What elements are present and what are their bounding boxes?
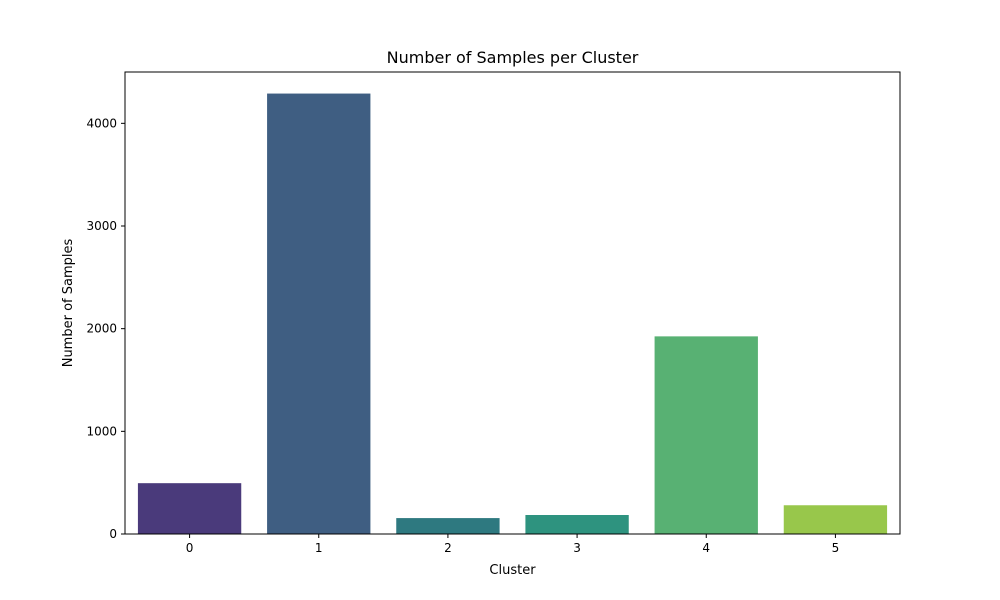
x-axis-ticks: 0 1 2 3 4 5: [186, 534, 839, 555]
y-tick-label: 2000: [86, 322, 117, 336]
y-axis-ticks: 0 1000 2000 3000 4000: [86, 116, 125, 541]
x-tick-label: 1: [315, 541, 323, 555]
y-tick-label: 0: [109, 527, 117, 541]
bar-cluster-0: [137, 483, 242, 534]
y-tick-label: 3000: [86, 219, 117, 233]
y-tick-label: 4000: [86, 116, 117, 130]
bars-group: [137, 93, 888, 534]
x-tick-label: 0: [186, 541, 194, 555]
x-tick-label: 2: [444, 541, 452, 555]
x-tick-label: 4: [702, 541, 710, 555]
y-tick-label: 1000: [86, 424, 117, 438]
bar-cluster-1: [267, 93, 371, 534]
chart-title: Number of Samples per Cluster: [387, 48, 639, 67]
bar-cluster-5: [783, 505, 888, 534]
bar-cluster-2: [396, 518, 500, 534]
y-axis-label: Number of Samples: [61, 239, 76, 368]
x-axis-label: Cluster: [489, 563, 536, 578]
bar-cluster-3: [525, 515, 629, 534]
bar-cluster-4: [654, 336, 758, 534]
plot-frame: [124, 71, 901, 535]
x-tick-label: 5: [832, 541, 840, 555]
x-tick-label: 3: [573, 541, 581, 555]
